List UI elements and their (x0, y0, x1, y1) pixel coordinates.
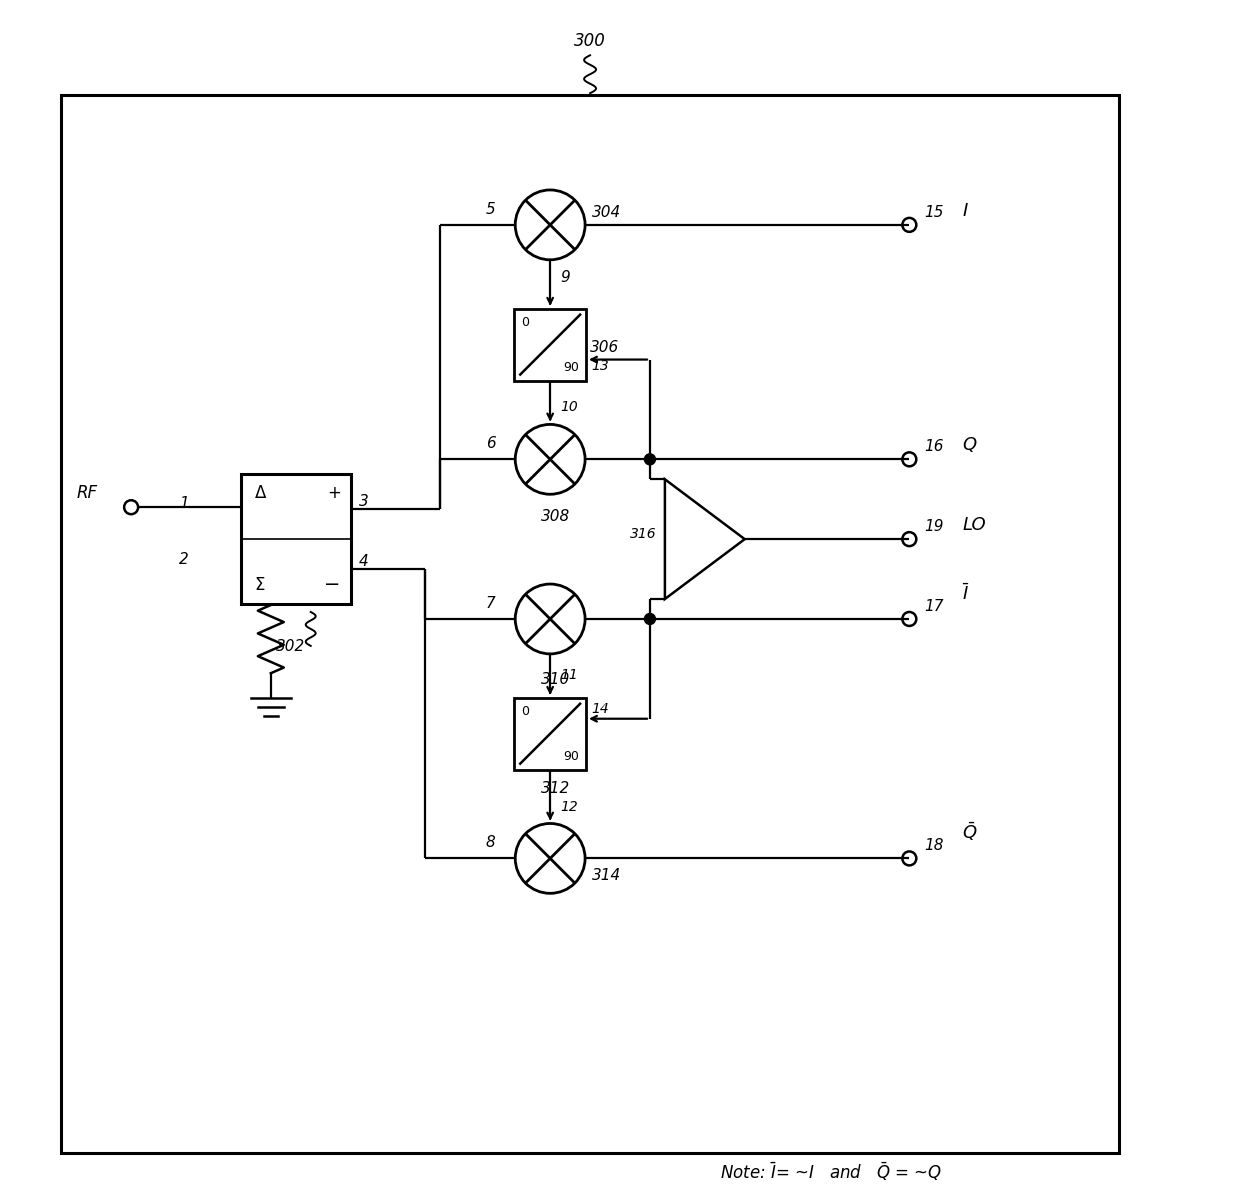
Text: 1: 1 (179, 496, 188, 512)
Text: 9: 9 (560, 270, 570, 284)
Text: 8: 8 (486, 836, 495, 850)
Text: 10: 10 (560, 401, 578, 414)
Text: 14: 14 (591, 702, 609, 715)
Text: 11: 11 (560, 668, 578, 681)
Circle shape (516, 190, 585, 260)
Text: 19: 19 (924, 519, 944, 535)
Bar (61, 95, 1118, 1152)
Bar (515, 308, 587, 380)
Text: $\Delta$: $\Delta$ (254, 484, 267, 502)
Text: 3: 3 (358, 494, 368, 509)
Text: 316: 316 (630, 527, 657, 541)
Circle shape (516, 425, 585, 495)
Text: 310: 310 (541, 672, 569, 686)
Text: 0: 0 (521, 315, 529, 329)
Bar (241, 474, 351, 604)
Text: +: + (327, 484, 341, 502)
Text: 312: 312 (541, 780, 569, 796)
Polygon shape (665, 479, 745, 600)
Text: 12: 12 (560, 799, 578, 814)
Text: $\Sigma$: $\Sigma$ (254, 576, 265, 594)
Text: 5: 5 (486, 202, 495, 217)
Text: −: − (325, 576, 341, 594)
Circle shape (645, 614, 656, 625)
Text: 314: 314 (591, 868, 621, 884)
Text: 304: 304 (591, 205, 621, 220)
Text: 306: 306 (590, 340, 619, 354)
Bar (515, 698, 587, 769)
Circle shape (645, 454, 656, 465)
Text: 6: 6 (486, 436, 495, 452)
Text: LO: LO (962, 517, 986, 535)
Text: 90: 90 (563, 750, 579, 762)
Text: 2: 2 (179, 553, 188, 567)
Text: 4: 4 (358, 554, 368, 569)
Text: 13: 13 (591, 359, 609, 372)
Text: RF: RF (76, 484, 98, 502)
Text: I: I (962, 202, 967, 220)
Text: 15: 15 (924, 205, 944, 220)
Text: 18: 18 (924, 838, 944, 854)
Text: $\bar{Q}$: $\bar{Q}$ (962, 821, 977, 844)
Text: 7: 7 (486, 596, 495, 610)
Text: 16: 16 (924, 439, 944, 454)
Circle shape (516, 584, 585, 654)
Text: Note: $\bar{I}$= ~$I$   and   $\bar{Q}$ = ~$Q$: Note: $\bar{I}$= ~$I$ and $\bar{Q}$ = ~$… (719, 1161, 942, 1182)
Text: 90: 90 (563, 360, 579, 373)
Text: Q: Q (962, 436, 976, 454)
Text: 17: 17 (924, 598, 944, 614)
Text: $\bar{I}$: $\bar{I}$ (962, 584, 970, 604)
Text: 300: 300 (574, 33, 606, 51)
Text: 302: 302 (277, 639, 305, 654)
Text: 0: 0 (521, 704, 529, 718)
Circle shape (516, 824, 585, 893)
Text: 308: 308 (541, 509, 569, 524)
